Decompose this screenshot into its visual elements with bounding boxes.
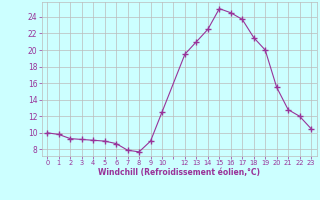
- X-axis label: Windchill (Refroidissement éolien,°C): Windchill (Refroidissement éolien,°C): [98, 168, 260, 177]
